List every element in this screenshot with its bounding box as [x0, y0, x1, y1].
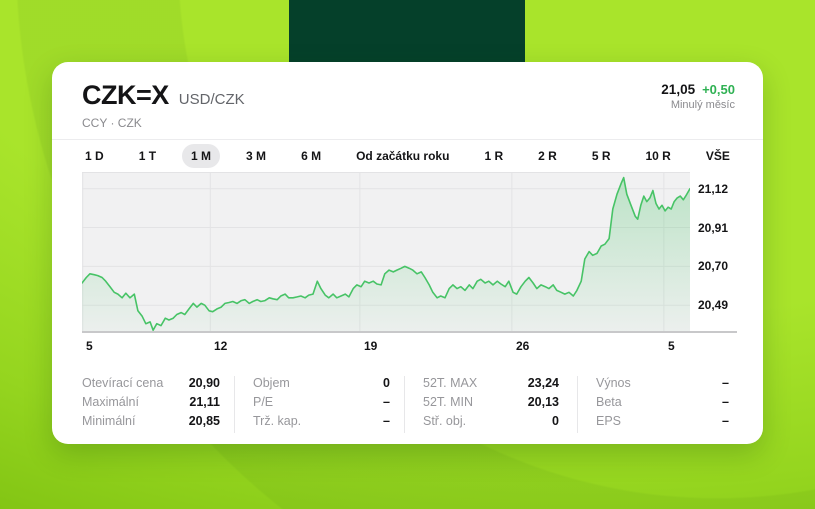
stat-value: –	[722, 414, 729, 428]
tab-5r[interactable]: 5 R	[583, 144, 620, 168]
stat-value: 23,24	[527, 376, 559, 390]
tab-2r[interactable]: 2 R	[529, 144, 566, 168]
x-axis-line	[82, 331, 737, 333]
stat-row: P/E –	[253, 395, 390, 414]
stat-row: Trž. kap. –	[253, 414, 390, 433]
stat-value: 20,90	[188, 376, 220, 390]
stat-value: 20,13	[527, 395, 559, 409]
stat-label: Maximální	[82, 395, 139, 409]
tab-1m[interactable]: 1 M	[182, 144, 221, 168]
stat-label: Minimální	[82, 414, 136, 428]
x-axis-tick: 26	[516, 339, 530, 353]
stat-label: Objem	[253, 376, 290, 390]
tab-vse[interactable]: VŠE	[697, 144, 739, 168]
stats-column-52w: 52T. MAX 23,24 52T. MIN 20,13 Stř. obj. …	[404, 376, 577, 433]
pair-label: USD/CZK	[178, 91, 245, 108]
x-axis-tick: 12	[214, 339, 228, 353]
tab-3m[interactable]: 3 M	[237, 144, 275, 168]
x-axis-tick: 19	[364, 339, 378, 353]
tab-1r[interactable]: 1 R	[475, 144, 512, 168]
stat-value: –	[383, 414, 390, 428]
quote-header: CZK=X USD/CZK	[82, 80, 245, 111]
y-axis-tick: 20,49	[698, 298, 729, 312]
tab-10r[interactable]: 10 R	[637, 144, 680, 168]
stat-value: –	[383, 395, 390, 409]
stats-table: Otevírací cena 20,90 Maximální 21,11 Min…	[82, 376, 729, 433]
tab-1t[interactable]: 1 T	[130, 144, 165, 168]
stat-label: 52T. MIN	[423, 395, 474, 409]
stat-row: 52T. MIN 20,13	[423, 395, 559, 414]
stat-row: Beta –	[596, 395, 729, 414]
current-price: 21,05	[661, 82, 696, 97]
exchange-label: CCY · CZK	[82, 116, 142, 130]
y-axis-tick: 20,91	[698, 221, 729, 235]
stat-label: Stř. obj.	[423, 414, 467, 428]
header-accent-block	[289, 0, 525, 62]
stat-label: Otevírací cena	[82, 376, 164, 390]
stat-row: Otevírací cena 20,90	[82, 376, 220, 395]
stats-column-fundamentals: Výnos – Beta – EPS –	[577, 376, 729, 433]
stat-row: EPS –	[596, 414, 729, 433]
period-label: Minulý měsíc	[670, 99, 735, 111]
stat-value: –	[722, 376, 729, 390]
stat-row: Stř. obj. 0	[423, 414, 559, 433]
stat-label: Výnos	[596, 376, 631, 390]
tab-6m[interactable]: 6 M	[292, 144, 330, 168]
y-axis-tick: 20,70	[698, 259, 729, 273]
stat-value: 0	[552, 414, 559, 428]
stat-label: EPS	[596, 414, 622, 428]
stats-column-price: Otevírací cena 20,90 Maximální 21,11 Min…	[82, 376, 234, 433]
price-chart[interactable]	[82, 172, 690, 333]
range-tabs: 1 D 1 T 1 M 3 M 6 M Od začátku roku 1 R …	[52, 139, 763, 172]
stat-label: Beta	[596, 395, 622, 409]
symbol-title: CZK=X	[82, 80, 169, 110]
stat-label: Trž. kap.	[253, 414, 302, 428]
stat-row: Objem 0	[253, 376, 390, 395]
y-axis-tick: 21,12	[698, 182, 729, 196]
stat-row: Minimální 20,85	[82, 414, 220, 433]
x-axis-tick: 5	[668, 339, 675, 353]
stat-label: P/E	[253, 395, 274, 409]
price-block: 21,05 +0,50 Minulý měsíc	[661, 82, 735, 111]
stat-value: 21,11	[189, 395, 220, 409]
stat-value: 20,85	[188, 414, 220, 428]
tab-ytd[interactable]: Od začátku roku	[347, 144, 458, 168]
stat-row: Výnos –	[596, 376, 729, 395]
stat-value: 0	[383, 376, 390, 390]
stat-row: 52T. MAX 23,24	[423, 376, 559, 395]
stat-row: Maximální 21,11	[82, 395, 220, 414]
stat-label: 52T. MAX	[423, 376, 478, 390]
tab-1d[interactable]: 1 D	[76, 144, 113, 168]
x-axis-tick: 5	[86, 339, 93, 353]
quote-card: CZK=X USD/CZK CCY · CZK 21,05 +0,50 Minu…	[52, 62, 763, 444]
stat-value: –	[722, 395, 729, 409]
price-change: +0,50	[702, 82, 735, 97]
stats-column-volume: Objem 0 P/E – Trž. kap. –	[234, 376, 404, 433]
